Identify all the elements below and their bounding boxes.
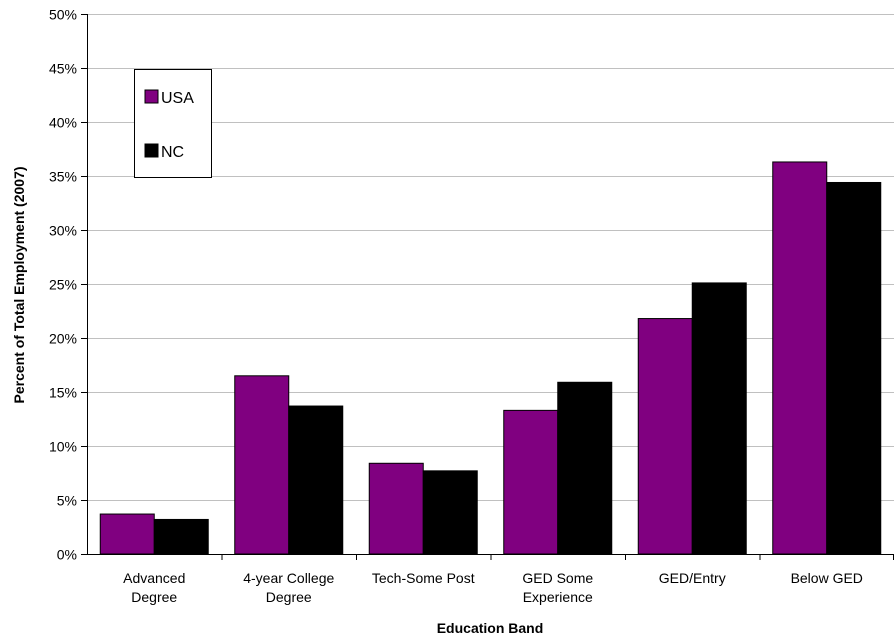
legend-label-usa: USA bbox=[161, 90, 194, 107]
bar-usa bbox=[772, 161, 828, 555]
x-category-label: Tech-Some Post bbox=[372, 570, 475, 586]
legend-swatch-usa bbox=[144, 89, 159, 104]
x-category-label: Advanced bbox=[123, 570, 185, 586]
bar-usa bbox=[503, 409, 559, 555]
axes bbox=[81, 14, 894, 560]
x-category-label: Degree bbox=[131, 589, 177, 605]
x-category-labels: Advanced Degree 4-year College Degree Tech-S… bbox=[123, 570, 863, 605]
bar-nc bbox=[691, 282, 747, 555]
y-tick-label: 20% bbox=[49, 331, 77, 347]
x-category-label: Below GED bbox=[791, 570, 863, 586]
bar-nc bbox=[826, 181, 882, 555]
x-axis-title: Education Band bbox=[437, 620, 544, 636]
x-category-label: GED Some bbox=[522, 570, 593, 586]
y-tick-label: 5% bbox=[57, 493, 77, 509]
legend-swatch-nc bbox=[144, 143, 159, 158]
x-category-label: Experience bbox=[523, 589, 593, 605]
y-tick-labels: 0% 5% 10% 15% 20% 25% 30% 35% 40% 45% 50% bbox=[49, 7, 77, 563]
bar-nc bbox=[422, 470, 478, 555]
y-tick-label: 30% bbox=[49, 223, 77, 239]
legend-box bbox=[134, 69, 212, 178]
y-tick-label: 0% bbox=[57, 547, 77, 563]
bar-nc bbox=[288, 405, 344, 555]
y-tick-label: 50% bbox=[49, 7, 77, 23]
x-category-label: Degree bbox=[266, 589, 312, 605]
legend-label-nc: NC bbox=[161, 144, 184, 161]
y-tick-label: 45% bbox=[49, 61, 77, 77]
bar-usa bbox=[99, 513, 155, 555]
x-category-label: 4-year College bbox=[243, 570, 334, 586]
y-tick-label: 40% bbox=[49, 115, 77, 131]
bar-nc bbox=[557, 381, 613, 555]
gridlines bbox=[87, 14, 894, 501]
bar-usa bbox=[368, 462, 424, 555]
y-tick-label: 35% bbox=[49, 169, 77, 185]
y-tick-label: 15% bbox=[49, 385, 77, 401]
bar-usa bbox=[234, 375, 290, 555]
y-axis-title: Percent of Total Employment (2007) bbox=[11, 166, 27, 403]
bar-nc bbox=[153, 518, 209, 555]
y-tick-label: 10% bbox=[49, 439, 77, 455]
bar-usa bbox=[637, 318, 693, 555]
bars bbox=[99, 161, 882, 555]
x-category-label: GED/Entry bbox=[659, 570, 726, 586]
y-tick-label: 25% bbox=[49, 277, 77, 293]
legend: USA NC bbox=[134, 69, 212, 178]
